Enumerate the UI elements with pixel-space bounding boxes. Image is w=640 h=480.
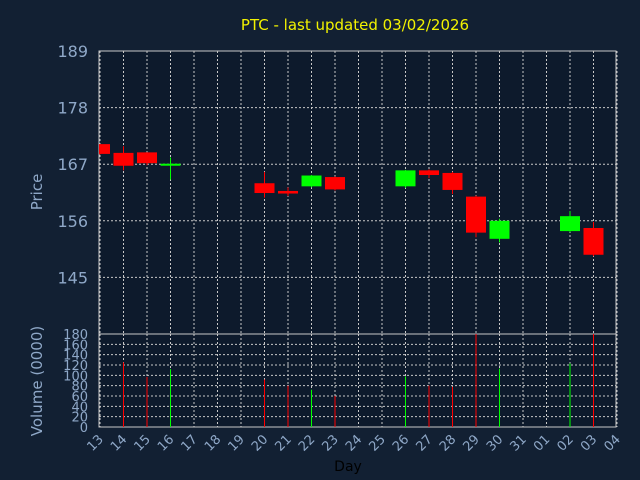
candle-body (325, 177, 345, 190)
candle-body (254, 183, 275, 194)
candle-30 (489, 218, 510, 243)
candle-body (489, 220, 510, 239)
volume-tick-label: 120 (63, 359, 88, 374)
candle-27 (419, 169, 439, 179)
price-tick-label: 167 (57, 155, 88, 174)
volume-tick-label: 60 (71, 390, 88, 405)
candle-03 (583, 221, 604, 257)
day-tick-label: 02 (555, 432, 577, 454)
day-tick-label: 14 (108, 432, 130, 454)
volume-tick-label: 40 (71, 400, 88, 415)
candle-15 (137, 152, 157, 166)
day-axis-label: Day (334, 459, 362, 475)
volume-tick-label: 160 (63, 338, 88, 353)
day-tick-label: 24 (343, 432, 365, 454)
day-tick-label: 20 (249, 432, 271, 454)
candlesticks (99, 144, 604, 257)
price-tick-labels: 189 178 167 156 145 (57, 42, 88, 287)
volume-tick-label: 0 (80, 421, 88, 436)
candle-14 (113, 146, 134, 171)
day-tick-label: 18 (202, 432, 224, 454)
volume-plot-area (98, 333, 617, 428)
candle-21 (278, 187, 298, 197)
day-tick-label: 27 (414, 432, 436, 454)
candle-22 (301, 175, 322, 188)
candle-body (278, 190, 298, 194)
volume-bars (123, 334, 594, 427)
candle-body (560, 216, 580, 232)
volume-tick-label: 180 (63, 328, 88, 343)
day-tick-label: 16 (155, 432, 177, 454)
candle-body (160, 163, 181, 166)
day-tick-label: 23 (320, 432, 342, 454)
volume-tick-label: 100 (63, 369, 88, 384)
candle-body (419, 170, 439, 176)
candle-29 (466, 195, 486, 238)
candle-26 (395, 169, 416, 188)
volume-tick-label: 20 (71, 411, 88, 426)
price-tick-label: 145 (57, 268, 88, 287)
price-tick-label: 178 (57, 99, 88, 118)
candle-02 (560, 211, 580, 233)
volume-tick-label: 80 (71, 380, 88, 395)
candle-body (583, 228, 604, 255)
day-tick-label: 21 (273, 432, 295, 454)
candle-body (442, 172, 463, 190)
day-tick-label: 15 (132, 432, 154, 454)
price-axis-label: Price (28, 174, 46, 211)
day-tick-label: 28 (437, 432, 459, 454)
day-tick-label: 26 (390, 432, 412, 454)
candle-body (137, 152, 157, 164)
day-tick-label: 19 (226, 432, 248, 454)
candle-20 (254, 171, 275, 198)
price-panel: 189 178 167 156 145 Price (28, 42, 618, 335)
candle-body (466, 196, 486, 233)
candle-body (113, 152, 134, 166)
price-tick-label: 156 (57, 212, 88, 231)
day-tick-label: 30 (484, 432, 506, 454)
candle-28 (442, 171, 463, 195)
volume-tick-label: 140 (63, 349, 88, 364)
day-tick-label: 04 (602, 432, 624, 454)
candle-13 (99, 144, 110, 155)
candle-23 (325, 176, 345, 191)
volume-axis-label: Volume (0000) (28, 326, 46, 436)
day-tick-label: 17 (179, 432, 201, 454)
day-tick-label: 01 (531, 432, 553, 454)
candle-body (301, 175, 322, 187)
candle-16 (160, 157, 181, 180)
price-plot-area (98, 50, 617, 335)
day-tick-labels: 13 14 15 16 17 18 19 20 21 22 23 24 25 26 27 28 29 30 31 01… (85, 432, 624, 454)
candle-body (395, 170, 416, 187)
candle-body (99, 144, 110, 154)
chart-title: PTC - last updated 03/02/2026 (241, 16, 469, 34)
price-tick-label: 189 (57, 42, 88, 61)
day-tick-label: 31 (508, 432, 530, 454)
day-tick-label: 22 (296, 432, 318, 454)
day-tick-label: 03 (578, 432, 600, 454)
day-tick-label: 25 (367, 432, 389, 454)
day-tick-label: 29 (461, 432, 483, 454)
